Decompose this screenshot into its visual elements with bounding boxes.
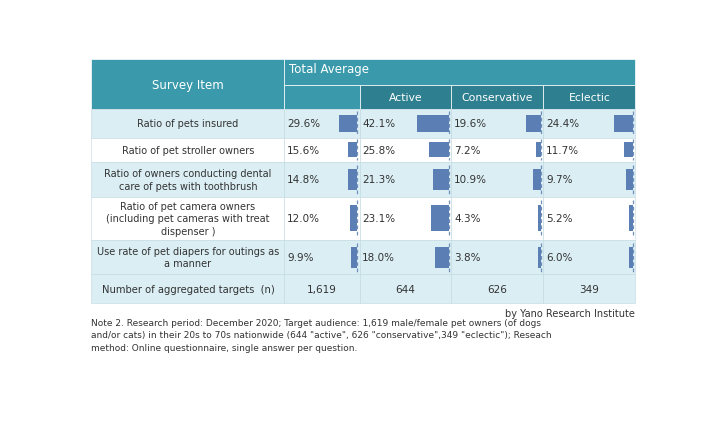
Bar (452, 86, 543, 110)
Bar (628, 247, 633, 268)
Text: 18.0%: 18.0% (362, 253, 396, 263)
Bar (452, 240, 543, 275)
Bar (543, 110, 635, 138)
Bar (625, 169, 633, 190)
Bar (538, 247, 541, 268)
Bar (284, 240, 359, 275)
Text: Survey Item: Survey Item (152, 78, 224, 91)
Text: 4.3%: 4.3% (454, 214, 481, 224)
Text: 626: 626 (488, 284, 508, 294)
Bar (348, 169, 357, 190)
Text: 1,619: 1,619 (307, 284, 337, 294)
Bar (543, 138, 635, 163)
Bar (284, 60, 635, 86)
Bar (359, 275, 452, 303)
Bar (284, 86, 359, 110)
Bar (432, 169, 450, 190)
Bar (359, 110, 452, 138)
Bar (284, 138, 359, 163)
Bar (543, 86, 635, 110)
Bar (614, 116, 633, 132)
Text: 12.0%: 12.0% (287, 214, 320, 224)
Text: Conservative: Conservative (462, 93, 533, 103)
Text: Active: Active (389, 93, 423, 103)
Bar (543, 240, 635, 275)
Text: 3.8%: 3.8% (454, 253, 481, 263)
Bar (284, 197, 359, 240)
Text: 9.9%: 9.9% (287, 253, 314, 263)
Bar (452, 197, 543, 240)
Text: 23.1%: 23.1% (362, 214, 396, 224)
Bar (91, 275, 284, 303)
Text: 19.6%: 19.6% (454, 119, 487, 129)
Bar (284, 275, 359, 303)
Text: by Yano Research Institute: by Yano Research Institute (506, 308, 635, 318)
Bar (452, 110, 543, 138)
Bar (359, 240, 452, 275)
Bar (538, 206, 541, 232)
Text: 15.6%: 15.6% (287, 145, 320, 156)
Text: Ratio of pets insured: Ratio of pets insured (138, 119, 238, 129)
Bar (532, 169, 541, 190)
Bar (452, 138, 543, 163)
Bar (347, 143, 357, 158)
Text: 5.2%: 5.2% (546, 214, 573, 224)
Text: 644: 644 (396, 284, 415, 294)
Bar (430, 143, 450, 158)
Text: Number of aggregated targets  (n): Number of aggregated targets (n) (101, 284, 274, 294)
Bar (543, 197, 635, 240)
Bar (359, 197, 452, 240)
Text: 25.8%: 25.8% (362, 145, 396, 156)
Bar (91, 240, 284, 275)
Text: 42.1%: 42.1% (362, 119, 396, 129)
Bar (543, 275, 635, 303)
Bar (351, 247, 357, 268)
Bar (526, 116, 541, 132)
Text: Ratio of owners conducting dental
care of pets with toothbrush: Ratio of owners conducting dental care o… (104, 169, 272, 191)
Bar (359, 86, 452, 110)
Bar (284, 163, 359, 197)
Bar (359, 163, 452, 197)
Bar (417, 116, 450, 132)
Text: Ratio of pet camera owners
(including pet cameras with treat
dispenser ): Ratio of pet camera owners (including pe… (106, 201, 269, 236)
Bar (629, 206, 633, 232)
Bar (359, 138, 452, 163)
Bar (350, 206, 357, 232)
Text: 9.7%: 9.7% (546, 175, 573, 185)
Text: Use rate of pet diapers for outings as
a manner: Use rate of pet diapers for outings as a… (97, 246, 279, 269)
Bar (91, 197, 284, 240)
Text: Total Average: Total Average (289, 62, 369, 76)
Bar (435, 247, 450, 268)
Bar (339, 116, 357, 132)
Bar (432, 206, 450, 232)
Bar (91, 60, 284, 110)
Bar (91, 163, 284, 197)
Bar (543, 163, 635, 197)
Bar (536, 143, 541, 158)
Text: Ratio of pet stroller owners: Ratio of pet stroller owners (122, 145, 254, 156)
Text: 14.8%: 14.8% (287, 175, 320, 185)
Text: 21.3%: 21.3% (362, 175, 396, 185)
Bar (284, 110, 359, 138)
Text: 11.7%: 11.7% (546, 145, 579, 156)
Text: 10.9%: 10.9% (454, 175, 487, 185)
Text: 6.0%: 6.0% (546, 253, 573, 263)
Text: 7.2%: 7.2% (454, 145, 481, 156)
Bar (452, 275, 543, 303)
Text: Eclectic: Eclectic (569, 93, 610, 103)
Text: 349: 349 (579, 284, 599, 294)
Bar (91, 138, 284, 163)
Bar (624, 143, 633, 158)
Text: 29.6%: 29.6% (287, 119, 320, 129)
Text: Note 2. Research period: December 2020; Target audience: 1,619 male/female pet o: Note 2. Research period: December 2020; … (91, 318, 552, 352)
Bar (91, 110, 284, 138)
Text: 24.4%: 24.4% (546, 119, 579, 129)
Bar (452, 163, 543, 197)
